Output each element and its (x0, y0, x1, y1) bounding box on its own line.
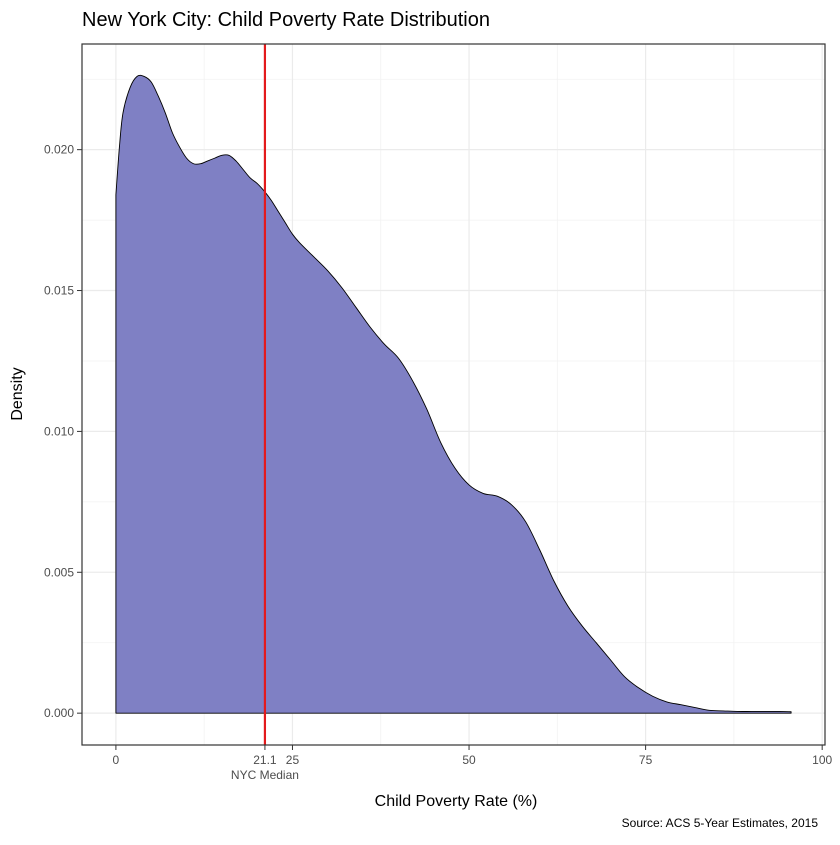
y-axis-title: Density (9, 367, 26, 420)
y-tick-label: 0.005 (44, 565, 74, 579)
x-tick-label: 25 (286, 753, 300, 767)
chart-title: New York City: Child Poverty Rate Distri… (82, 9, 490, 31)
x-tick-label: 50 (462, 753, 476, 767)
density-area (115, 74, 792, 714)
median-label: NYC Median (231, 768, 299, 782)
panel-border (81, 43, 826, 746)
y-tick-label: 0.000 (44, 706, 74, 720)
y-tick-label: 0.020 (44, 143, 74, 157)
y-tick-label: 0.015 (44, 284, 74, 298)
x-tick-label: 100 (812, 753, 832, 767)
x-axis-title: Child Poverty Rate (%) (375, 793, 538, 810)
x-tick-label: 75 (639, 753, 653, 767)
median-value-label: 21.1 (253, 753, 277, 767)
density-series (115, 74, 792, 714)
x-tick-label: 0 (113, 753, 120, 767)
source-caption: Source: ACS 5-Year Estimates, 2015 (622, 816, 819, 830)
y-tick-label: 0.010 (44, 424, 74, 438)
